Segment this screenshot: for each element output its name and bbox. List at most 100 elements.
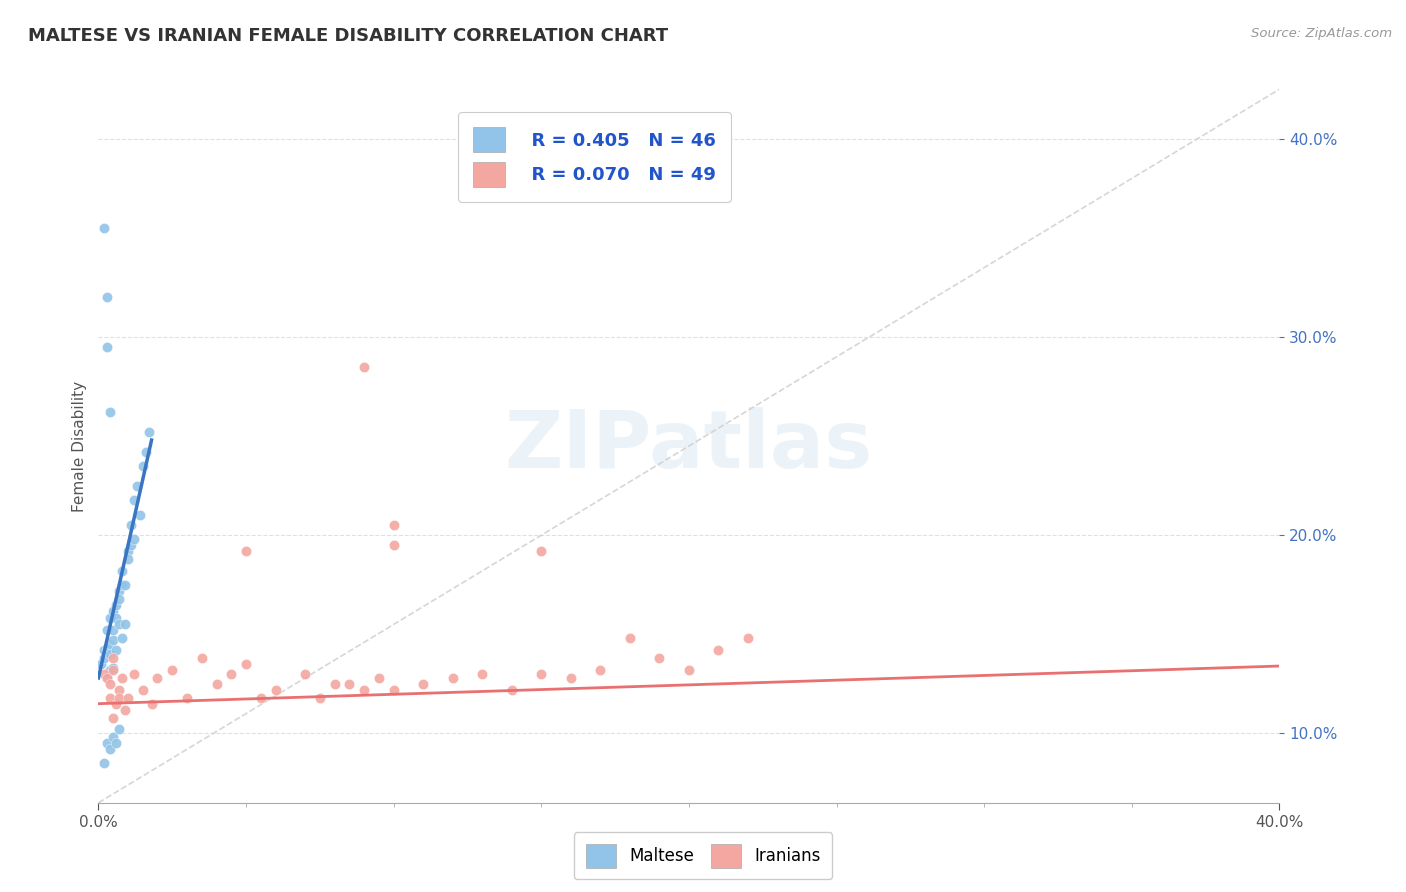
Point	[111, 578, 134, 592]
Point	[337, 677, 360, 691]
Point	[96, 671, 118, 685]
Point	[382, 538, 405, 552]
Point	[96, 290, 118, 304]
Point	[176, 690, 198, 705]
Point	[93, 756, 115, 771]
Point	[105, 697, 128, 711]
Point	[96, 641, 118, 656]
Point	[105, 643, 128, 657]
Point	[122, 532, 145, 546]
Point	[412, 677, 434, 691]
Point	[93, 221, 115, 235]
Point	[103, 731, 125, 745]
Point	[96, 736, 118, 750]
Text: MALTESE VS IRANIAN FEMALE DISABILITY CORRELATION CHART: MALTESE VS IRANIAN FEMALE DISABILITY COR…	[28, 27, 668, 45]
Point	[132, 458, 155, 473]
Point	[138, 425, 160, 439]
Point	[103, 651, 125, 665]
Point	[98, 405, 121, 419]
Point	[108, 690, 131, 705]
Point	[98, 647, 121, 661]
Point	[191, 651, 214, 665]
Point	[707, 643, 730, 657]
Point	[219, 667, 242, 681]
Point	[96, 624, 118, 638]
Point	[108, 723, 131, 737]
Point	[353, 682, 375, 697]
Point	[382, 682, 405, 697]
Point	[98, 611, 121, 625]
Point	[309, 690, 332, 705]
Point	[111, 671, 134, 685]
Point	[648, 651, 671, 665]
Point	[98, 742, 121, 756]
Point	[132, 682, 155, 697]
Point	[111, 564, 134, 578]
Point	[108, 617, 131, 632]
Point	[105, 736, 128, 750]
Y-axis label: Female Disability: Female Disability	[72, 380, 87, 512]
Point	[141, 697, 163, 711]
Text: ZIPatlas: ZIPatlas	[505, 407, 873, 485]
Point	[619, 632, 641, 646]
Point	[93, 651, 115, 665]
Point	[96, 340, 118, 354]
Point	[162, 663, 183, 677]
Point	[122, 667, 145, 681]
Point	[120, 518, 142, 533]
Point	[98, 677, 121, 691]
Point	[117, 690, 139, 705]
Point	[501, 682, 523, 697]
Point	[96, 671, 118, 685]
Point	[93, 667, 115, 681]
Point	[105, 598, 128, 612]
Point	[441, 671, 464, 685]
Point	[90, 657, 112, 671]
Point	[98, 637, 121, 651]
Point	[93, 643, 115, 657]
Point	[250, 690, 273, 705]
Point	[235, 657, 257, 671]
Point	[135, 445, 157, 459]
Point	[737, 632, 759, 646]
Point	[98, 663, 121, 677]
Point	[678, 663, 700, 677]
Point	[103, 663, 125, 677]
Point	[323, 677, 346, 691]
Point	[117, 544, 139, 558]
Point	[98, 690, 121, 705]
Point	[114, 578, 136, 592]
Point	[103, 633, 125, 648]
Point	[117, 552, 139, 566]
Point	[108, 583, 131, 598]
Point	[294, 667, 316, 681]
Point	[530, 544, 553, 558]
Point	[530, 667, 553, 681]
Point	[205, 677, 228, 691]
Point	[353, 359, 375, 374]
Point	[264, 682, 287, 697]
Point	[471, 667, 494, 681]
Point	[128, 508, 150, 523]
Point	[103, 603, 125, 617]
Point	[125, 478, 148, 492]
Point	[560, 671, 582, 685]
Point	[589, 663, 612, 677]
Point	[122, 492, 145, 507]
Point	[103, 661, 125, 675]
Point	[120, 538, 142, 552]
Point	[103, 624, 125, 638]
Point	[108, 591, 131, 606]
Point	[111, 632, 134, 646]
Point	[114, 617, 136, 632]
Point	[146, 671, 169, 685]
Legend:   R = 0.405   N = 46,   R = 0.070   N = 49: R = 0.405 N = 46, R = 0.070 N = 49	[458, 112, 731, 202]
Text: Source: ZipAtlas.com: Source: ZipAtlas.com	[1251, 27, 1392, 40]
Point	[235, 544, 257, 558]
Point	[108, 682, 131, 697]
Point	[382, 518, 405, 533]
Point	[103, 710, 125, 724]
Legend: Maltese, Iranians: Maltese, Iranians	[574, 832, 832, 880]
Point	[114, 703, 136, 717]
Point	[368, 671, 391, 685]
